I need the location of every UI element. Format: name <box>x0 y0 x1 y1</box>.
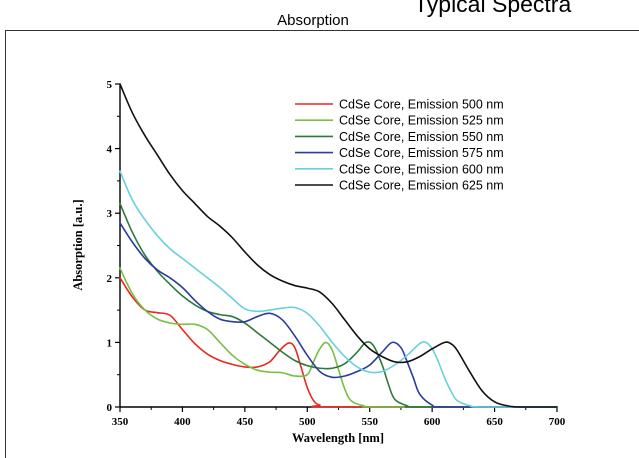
y-tick-label: 0 <box>107 402 113 414</box>
legend: CdSe Core, Emission 500 nm CdSe Core, Emi… <box>295 98 504 193</box>
y-tick-label: 5 <box>107 79 113 91</box>
x-tick-label: 350 <box>112 416 129 428</box>
legend-entry: CdSe Core, Emission 500 nm <box>339 98 504 112</box>
x-ticks: 350 400 450 500 550 600 650 700 <box>112 407 566 428</box>
legend-entry: CdSe Core, Emission 575 nm <box>339 146 504 160</box>
x-tick-label: 450 <box>237 416 254 428</box>
legend-entry: CdSe Core, Emission 525 nm <box>339 114 504 128</box>
y-ticks: 0 1 2 3 4 5 <box>107 79 120 414</box>
x-tick-label: 550 <box>361 416 378 428</box>
series-line-6 <box>119 83 558 408</box>
y-tick-label: 4 <box>107 144 113 156</box>
x-axis-label: Wavelength [nm] <box>292 431 384 445</box>
series-line-3 <box>119 202 558 408</box>
series-lines <box>119 83 558 408</box>
x-tick-label: 700 <box>549 416 566 428</box>
series-line-1 <box>119 277 558 408</box>
figure-frame <box>5 30 639 458</box>
y-axis-label: Absorption [a.u.] <box>71 199 85 290</box>
x-tick-label: 650 <box>486 416 503 428</box>
page-title: Typical Spectra <box>414 0 571 17</box>
legend-entry: CdSe Core, Emission 550 nm <box>339 130 504 144</box>
y-tick-label: 2 <box>107 273 113 285</box>
x-tick-label: 600 <box>424 416 441 428</box>
y-tick-label: 3 <box>107 208 113 220</box>
x-tick-label: 500 <box>299 416 316 428</box>
series-line-4 <box>119 222 558 408</box>
section-title: Absorption <box>277 12 349 29</box>
legend-entry: CdSe Core, Emission 600 nm <box>339 162 504 176</box>
y-tick-label: 1 <box>107 337 113 349</box>
legend-entry: CdSe Core, Emission 625 nm <box>339 179 504 193</box>
series-line-5 <box>119 170 558 408</box>
series-line-2 <box>119 267 558 408</box>
x-tick-label: 400 <box>174 416 191 428</box>
